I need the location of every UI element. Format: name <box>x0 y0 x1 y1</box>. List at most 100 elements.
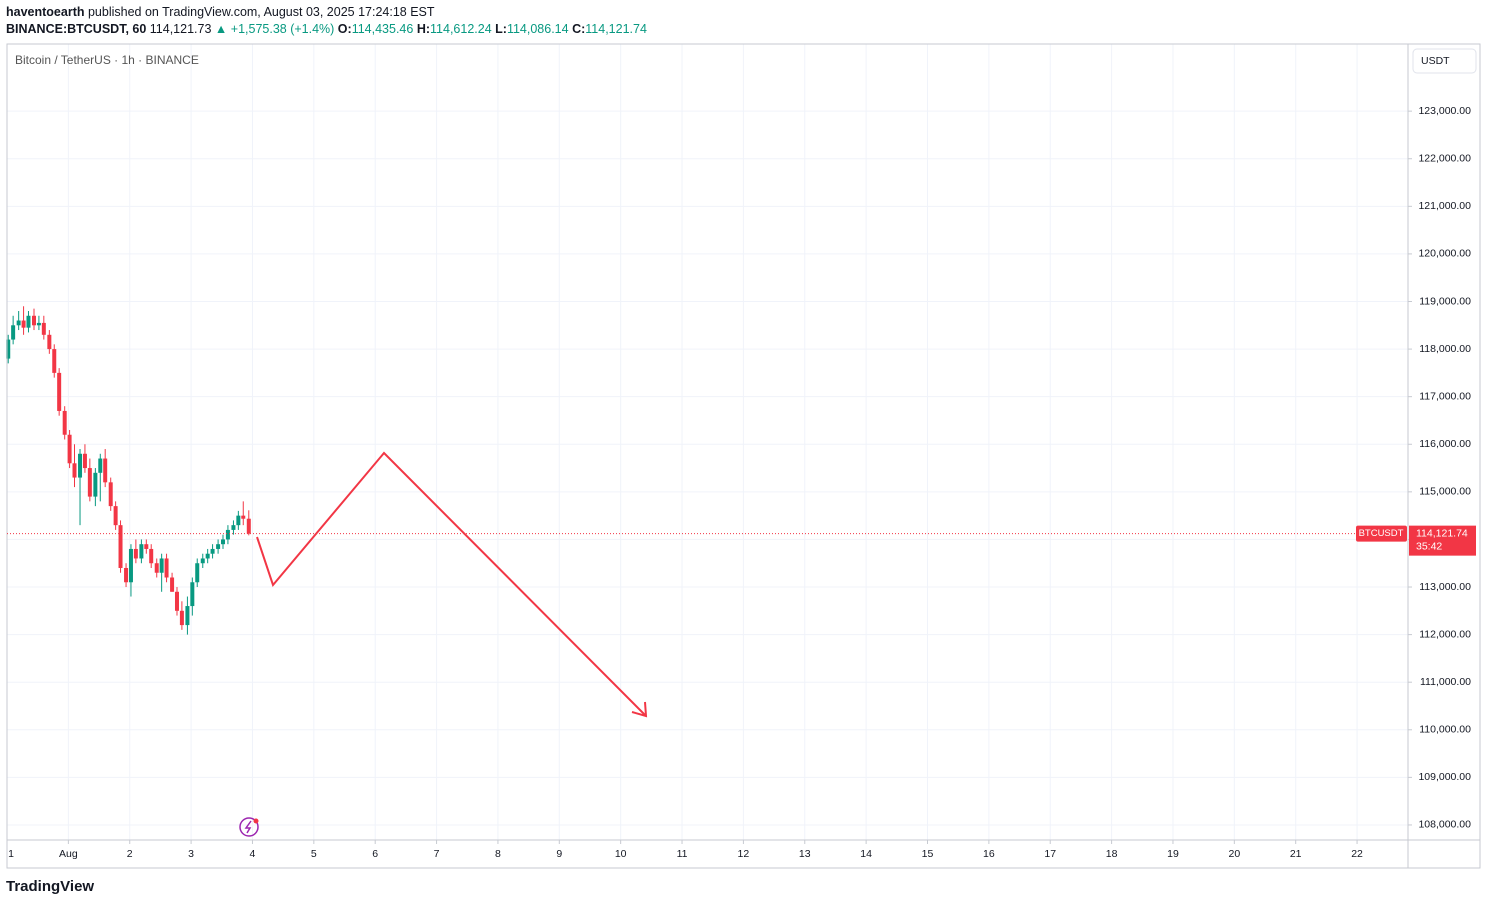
x-tick-label: 13 <box>799 848 811 860</box>
y-tick-label: 113,000.00 <box>1419 581 1471 593</box>
x-tick-label: 15 <box>922 848 934 860</box>
candle-body <box>139 544 144 559</box>
x-tick-label: 19 <box>1167 848 1179 860</box>
y-tick-label: 109,000.00 <box>1418 771 1471 783</box>
x-tick-label: 10 <box>615 848 627 860</box>
candle-body <box>67 434 72 464</box>
grid <box>6 44 1408 840</box>
y-tick-label: 110,000.00 <box>1419 724 1471 736</box>
candle-body <box>52 349 57 373</box>
candle-body <box>98 458 103 473</box>
candle-body <box>72 463 77 478</box>
candle-body <box>133 548 138 559</box>
event-icon[interactable] <box>239 817 259 837</box>
x-tick-label: 12 <box>738 848 750 860</box>
arrow-head <box>631 701 648 718</box>
candle-body <box>241 515 246 519</box>
y-tick-label: 111,000.00 <box>1420 676 1471 688</box>
x-tick-label: 20 <box>1228 848 1240 860</box>
candle-body <box>205 553 210 559</box>
candle-body <box>164 558 169 578</box>
x-tick-label: 5 <box>311 848 317 860</box>
candle-body <box>118 525 123 568</box>
x-tick-label: 21 <box>1290 848 1302 860</box>
candle-body <box>93 472 98 497</box>
y-tick-label: 117,000.00 <box>1419 390 1471 402</box>
frame <box>6 43 1481 869</box>
o: 114,435.46 <box>351 22 414 36</box>
candle-body <box>16 320 21 326</box>
candle-body <box>216 544 221 549</box>
published: published on TradingView.com, August 03,… <box>87 5 435 19</box>
x-tick-label: 9 <box>556 848 562 860</box>
candle-body <box>246 518 251 534</box>
candle-body <box>200 558 205 564</box>
currency: USDT <box>1421 55 1450 67</box>
event-bolt <box>244 820 252 834</box>
x-tick-label: 8 <box>495 848 501 860</box>
h: 114,612.24 <box>430 22 492 36</box>
candle-body <box>6 339 11 359</box>
x-tick-label: 4 <box>250 848 256 860</box>
candle-body <box>82 453 87 469</box>
candle-body <box>190 582 195 607</box>
y-tick-label: 112,000.00 <box>1419 628 1471 640</box>
x-tick-label: 11 <box>677 848 688 860</box>
candle-body <box>87 468 92 497</box>
candle-body <box>210 548 215 554</box>
symbol-tag-label: BTCUSDT <box>1359 528 1404 539</box>
candle-body <box>62 410 67 435</box>
change: +1,575.38 (+1.4%) <box>230 22 335 36</box>
y-tick-label: 120,000.00 <box>1418 248 1471 260</box>
currency-button[interactable] <box>1412 48 1477 74</box>
x-tick-label: 16 <box>983 848 995 860</box>
h-label: H: <box>416 22 431 36</box>
candle-body <box>231 525 236 530</box>
candle-body <box>36 322 41 326</box>
l: 114,086.14 <box>506 22 569 36</box>
candle-body <box>47 334 52 350</box>
x-tick-label: 22 <box>1351 848 1363 860</box>
header-line-1: haventoearth published on TradingView.co… <box>6 5 435 19</box>
candle-body <box>124 567 129 583</box>
header-line-2: BINANCE:BTCUSDT, 60 114,121.73 ▲ +1,575.… <box>6 22 647 36</box>
y-tick-label: 122,000.00 <box>1418 153 1471 165</box>
candle-body <box>179 610 184 626</box>
candle-body <box>174 591 179 611</box>
x-tick-label: 2 <box>127 848 133 860</box>
c-label: C: <box>572 22 586 36</box>
candle-body <box>170 577 175 592</box>
x-tick-label: 3 <box>188 848 194 860</box>
candle-body <box>159 558 164 573</box>
footer-brand: TradingView <box>6 878 94 895</box>
candle-body <box>154 563 159 573</box>
countdown-label: 35:42 <box>1416 540 1442 552</box>
candle-body <box>103 458 108 483</box>
candle-body <box>149 548 154 564</box>
x-tick-label: 7 <box>434 848 440 860</box>
y-tick-label: 118,000.00 <box>1419 343 1471 355</box>
drawn-path <box>256 451 647 717</box>
candle-body <box>11 325 16 340</box>
symbol: BINANCE:BTCUSDT, 60 <box>6 22 147 36</box>
last: 114,121.73 <box>149 22 212 36</box>
candle-body <box>78 453 83 478</box>
o-label: O: <box>337 22 352 36</box>
c: 114,121.74 <box>585 22 647 36</box>
candle-body <box>221 539 226 545</box>
y-tick-label: 119,000.00 <box>1419 295 1471 307</box>
x-tick-label: 14 <box>860 848 872 860</box>
candle-body <box>144 544 149 549</box>
y-tick-label: 108,000.00 <box>1418 819 1471 831</box>
candle-body <box>57 372 62 411</box>
marks <box>6 306 251 635</box>
arrow: ▲ <box>214 22 228 36</box>
x-tick-label: 18 <box>1106 848 1118 860</box>
candle-body <box>32 315 37 326</box>
x-tick-label: 17 <box>1044 848 1056 860</box>
candle-body <box>41 322 46 335</box>
candle-body <box>26 315 31 328</box>
y-tick-label: 116,000.00 <box>1419 438 1471 450</box>
